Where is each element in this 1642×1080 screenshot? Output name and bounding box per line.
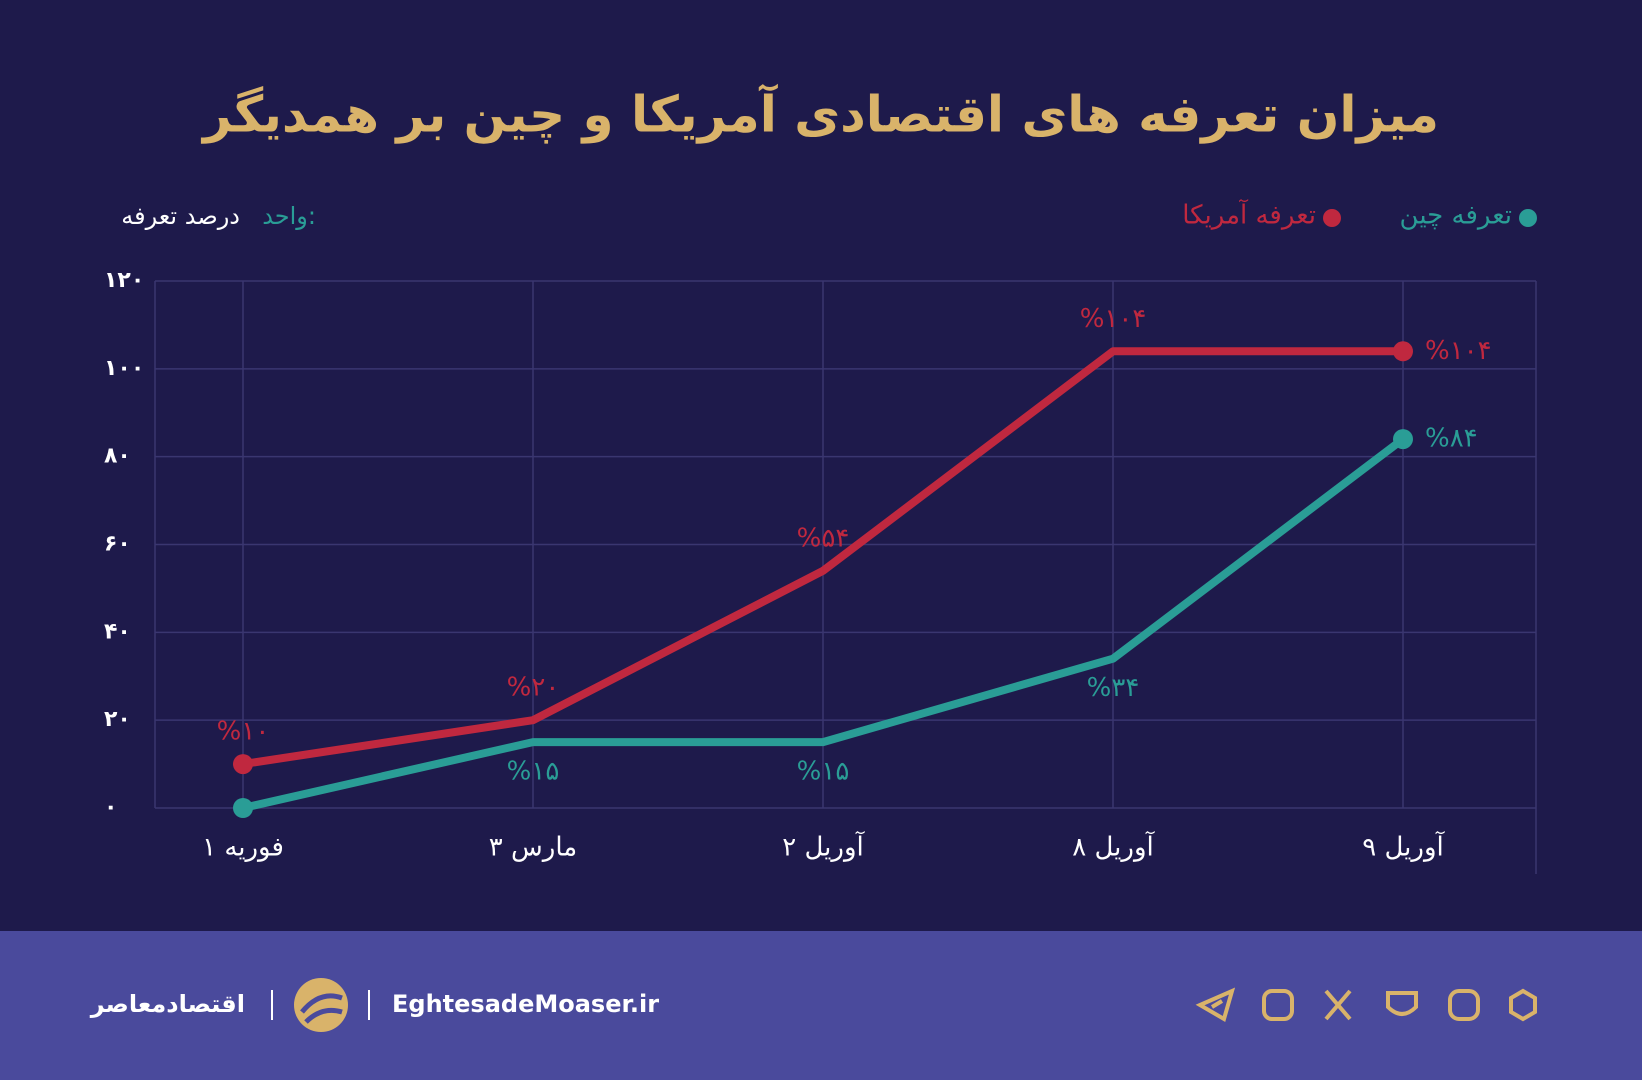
value-label: %۱۰ <box>217 717 270 747</box>
x-tick-label: ۸ آوریل <box>1072 831 1155 863</box>
value-label: %۱۰۴ <box>1080 304 1147 334</box>
eitaa-icon <box>1448 989 1480 1021</box>
value-label: %۳۴ <box>1087 673 1140 703</box>
value-label: %۱۵ <box>797 757 850 787</box>
legend-label: تعرفه آمریکا <box>1182 199 1316 231</box>
instagram-icon <box>1262 989 1294 1021</box>
y-tick-label: ۸۰ <box>104 444 131 469</box>
x-tick-label: ۳ مارس <box>489 833 577 863</box>
logo-mark <box>300 993 343 1024</box>
legend-marker <box>1323 209 1341 227</box>
point <box>1393 429 1413 450</box>
unit: درصد تعرفه <box>121 202 240 230</box>
point <box>233 798 253 818</box>
series-line <box>242 347 1403 769</box>
footer-band <box>0 931 1642 1080</box>
value-label: %۸۴ <box>1425 424 1478 454</box>
site: EghtesadeMoaser.ir <box>392 990 659 1018</box>
y-tick-label: ۰ <box>104 795 117 820</box>
telegram-icon <box>1195 987 1236 1023</box>
rubika-icon <box>1509 988 1537 1022</box>
x-tick-label: ۱ فوریه <box>202 833 284 863</box>
x-icon <box>1324 989 1352 1021</box>
value-label: %۱۵ <box>507 757 560 787</box>
brand: اقتصادمعاصر <box>90 990 245 1018</box>
y-tick-label: ۶۰ <box>104 532 131 557</box>
x-tick-label: ۹ آوریل <box>1362 831 1445 863</box>
x-tick-label: ۲ آوریل <box>782 831 865 863</box>
social-icons <box>1195 987 1537 1023</box>
value-label: %۵۴ <box>797 523 850 553</box>
series-line <box>242 435 1406 812</box>
point <box>1393 341 1413 362</box>
unit-label: واحد: <box>262 202 316 230</box>
point <box>233 754 253 775</box>
chart-title: میزان تعرفه های اقتصادی آمریکا و چین بر … <box>200 84 1439 145</box>
y-tick-label: ۲۰ <box>104 707 131 732</box>
logo <box>294 978 348 1032</box>
value-label: %۱۰۴ <box>1425 336 1492 366</box>
value-label: %۲۰ <box>507 673 560 703</box>
legend-label: تعرفه چین <box>1400 201 1512 231</box>
y-tick-label: ۱۲۰ <box>104 268 144 293</box>
legend-marker <box>1519 209 1537 227</box>
y-tick-label: ۱۰۰ <box>104 356 144 381</box>
bale-icon <box>1386 991 1418 1016</box>
y-tick-label: ۴۰ <box>104 619 131 644</box>
